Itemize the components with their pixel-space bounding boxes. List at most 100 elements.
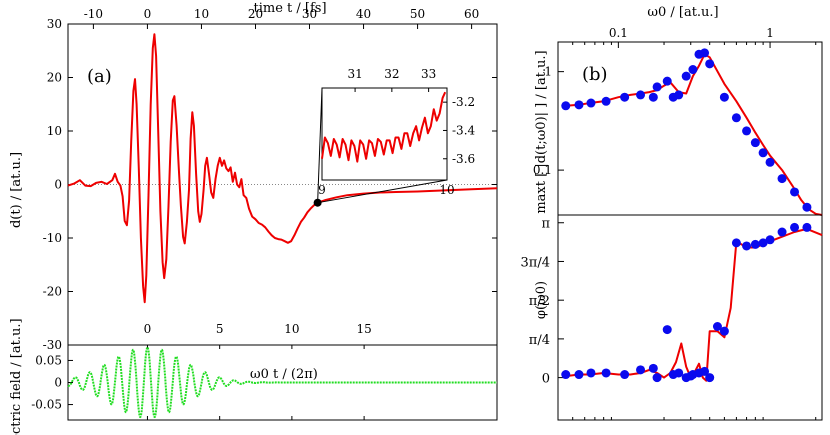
- b-amp-point: [586, 98, 596, 108]
- b-phase-point: [802, 222, 812, 232]
- b-phase-point: [662, 325, 672, 335]
- a-top-tick-label: 20: [248, 7, 263, 21]
- field-y-tick-label: 0: [54, 376, 62, 390]
- b-phase-point: [561, 370, 571, 380]
- b-phase-point: [601, 368, 611, 378]
- inset-top-tick-label: 33: [421, 67, 436, 81]
- b-amp-point: [662, 76, 672, 86]
- a-y-tick-label: -30: [43, 338, 62, 352]
- b-phase-frame: [557, 214, 823, 421]
- panel-b: ω0 / [at.u.] (b) maxt [ |d(t;ω0)| ] / [a…: [534, 5, 719, 319]
- a-top-tick-label: 30: [302, 7, 317, 21]
- b-amp-point: [765, 157, 775, 167]
- field-y-tick-label: -0.05: [31, 398, 62, 412]
- b-phase-point: [574, 370, 584, 380]
- a-ylabel: d(t) / [at.u.]: [9, 152, 24, 228]
- inset-top-tick-label: 31: [347, 67, 362, 81]
- b-amp-point: [790, 187, 800, 197]
- field-y-tick-label: 0.05: [35, 353, 62, 367]
- b-phase-point: [586, 368, 596, 378]
- a-top-tick-label: 10: [194, 7, 209, 21]
- b-phase-y-tick-label: 0: [542, 372, 550, 387]
- inset-y-tick-label: -3.2: [452, 95, 475, 109]
- inset-connector: [317, 87, 323, 203]
- b-phase-y-tick-label: 3π/4: [521, 255, 550, 270]
- b-amp-point: [750, 138, 760, 148]
- b-phase-point: [636, 365, 646, 375]
- b-amp-point: [601, 96, 611, 106]
- panel-a-main: time t / [fs] (a) d(t) / [at.u.] ω0 t / …: [9, 1, 327, 435]
- b-phase-point: [790, 222, 800, 232]
- b-phase-point: [705, 373, 715, 383]
- b-amp-point: [731, 113, 741, 123]
- b-phase-point: [648, 363, 658, 373]
- inset-signal-line: [321, 91, 447, 163]
- b-phase-point: [777, 227, 787, 237]
- b-amp-point: [652, 82, 662, 92]
- inset-y-tick-label: -3.6: [452, 152, 475, 166]
- a-y-tick-label: 10: [47, 124, 62, 138]
- b-panel-label: (b): [582, 64, 608, 85]
- inset-top-tick-label: 32: [384, 67, 399, 81]
- b-phase-point: [758, 238, 768, 248]
- inset-bottom-tick-label: 10: [439, 183, 454, 197]
- b-phase-ylabel: φ(ω0): [534, 281, 549, 319]
- a-bottom-tick-label: 0: [144, 322, 152, 336]
- b-phase-point: [742, 241, 752, 251]
- a-top-tick-label: 50: [410, 7, 425, 21]
- a-top-tick-label: 0: [144, 7, 152, 21]
- b-amp-y-tick-label: 1: [544, 65, 552, 79]
- a-top-tick-label: -10: [84, 7, 103, 21]
- a-top-tick-label: 60: [464, 7, 479, 21]
- a-top-axis-label: time t / [fs]: [253, 1, 326, 16]
- b-phase-point: [765, 235, 775, 245]
- b-amp-point: [802, 202, 812, 212]
- a-y-tick-label: -20: [43, 285, 62, 299]
- a-y-tick-label: -10: [43, 231, 62, 245]
- b-amp-point: [688, 65, 698, 75]
- b-phase-y-tick-label: π/4: [529, 333, 550, 348]
- inset-bottom-tick-label: 9: [318, 183, 326, 197]
- b-amp-point: [561, 101, 571, 111]
- b-top-tick-label: 0.1: [609, 26, 628, 40]
- a-bottom-tick-label: 15: [356, 322, 371, 336]
- b-amp-point: [620, 92, 630, 102]
- b-amp-point: [674, 90, 684, 100]
- a-bottom-tick-label: 5: [216, 322, 224, 336]
- field-ylabel: electric field / [at.u.]: [9, 318, 24, 435]
- inset-y-tick-label: -3.4: [452, 123, 476, 137]
- a-panel-label: (a): [87, 66, 112, 87]
- b-amp-point: [648, 92, 658, 102]
- b-amp-point: [700, 48, 710, 58]
- b-amp-point: [705, 59, 715, 69]
- b-amp-ylabel: maxt [ |d(t;ω0)| ] / [at.u.]: [534, 50, 549, 213]
- b-phase-point: [712, 322, 722, 332]
- b-top-tick-label: 1: [766, 26, 774, 40]
- a-y-tick-label: 20: [47, 71, 62, 85]
- b-phase-point: [674, 368, 684, 378]
- inset-frame: [321, 87, 448, 181]
- a-y-tick-label: 30: [47, 17, 62, 31]
- b-phase-point: [750, 239, 760, 249]
- b-amp-point: [574, 100, 584, 110]
- a-signal-line: [67, 33, 498, 304]
- b-amp-point: [758, 148, 768, 158]
- b-amp-point: [719, 92, 729, 102]
- a-bottom-tick-label: 10: [284, 322, 299, 336]
- plot-layer: -10 0 10 20 30 40 50 600 5 10 153020100-10-20-3031…: [31, 7, 823, 421]
- b-amp-point: [636, 90, 646, 100]
- b-phase-y-tick-label: π: [541, 217, 550, 232]
- b-phase-point: [620, 370, 630, 380]
- a-y-tick-label: 0: [54, 178, 62, 192]
- a-top-tick-label: 40: [356, 7, 371, 21]
- b-phase-line: [565, 227, 823, 382]
- b-amp-point: [777, 174, 787, 184]
- field-line: [67, 346, 498, 419]
- b-phase-point: [700, 366, 710, 376]
- b-phase-point: [719, 326, 729, 336]
- b-amp-y-tick-label: 0.1: [533, 163, 552, 177]
- b-phase-point: [652, 373, 662, 383]
- inset-connector: [317, 179, 448, 204]
- b-phase-y-tick-label: π/2: [529, 294, 550, 309]
